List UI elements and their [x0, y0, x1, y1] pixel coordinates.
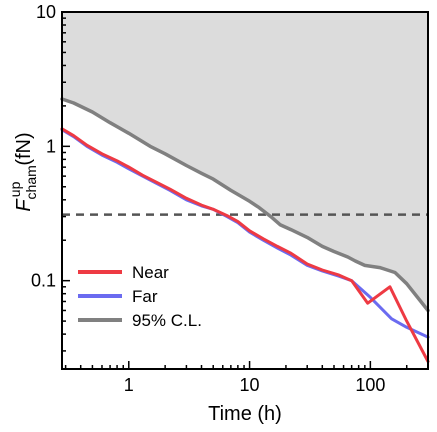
- y-tick-label: 10: [36, 2, 56, 22]
- series-line-95-c-l: [60, 97, 430, 313]
- y-axis-symbol: F: [13, 198, 35, 212]
- series-group: [60, 97, 430, 363]
- x-tick-label: 1: [124, 375, 134, 395]
- legend-label: Near: [132, 263, 169, 282]
- x-tick-label: 10: [240, 375, 260, 395]
- y-axis-title: Fchamup (fN): [7, 132, 39, 211]
- y-axis-subscript: cham: [23, 165, 39, 199]
- x-axis-title: Time (h): [208, 403, 282, 425]
- y-tick-label: 0.1: [31, 271, 56, 291]
- legend-label: 95% C.L.: [132, 311, 202, 330]
- plot-frame: [61, 11, 429, 370]
- x-tick-label: 100: [355, 375, 385, 395]
- series-line-near: [60, 127, 430, 363]
- legend-label: Far: [132, 287, 158, 306]
- excluded-area: [62, 12, 428, 311]
- y-axis-unit: (fN): [13, 132, 35, 165]
- y-tick-label: 1: [46, 136, 56, 156]
- legend: Near Far 95% C.L.: [78, 263, 202, 330]
- svg-text:Fchamup(fN): Fchamup (fN): [7, 132, 39, 211]
- y-axis-superscript: up: [7, 181, 23, 197]
- excluded-region: [62, 12, 428, 311]
- axis-ticks: 1 10 100 0.1 1 10: [31, 2, 429, 395]
